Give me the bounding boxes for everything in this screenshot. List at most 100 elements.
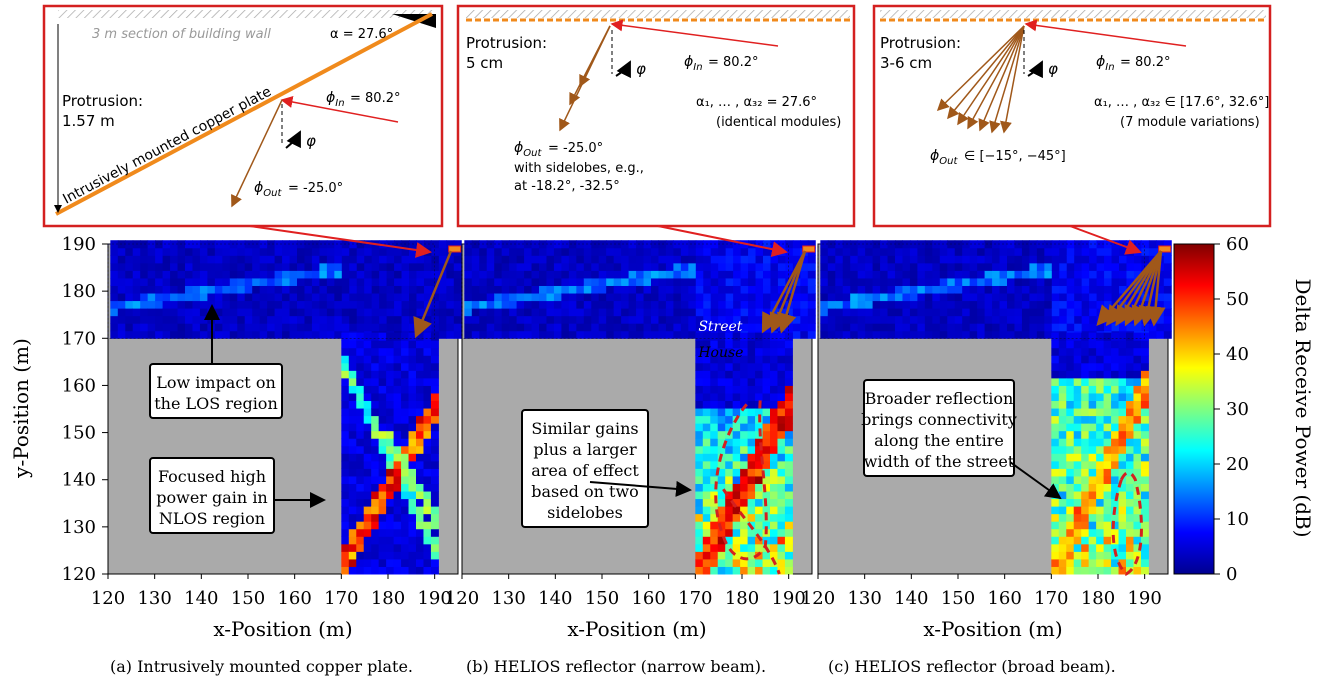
heatmap-cell [192,293,200,301]
heatmap-cell [1051,355,1059,363]
heatmap-cell [394,278,402,286]
heatmap-cell [828,270,836,278]
inset-c-alpha: α₁, … , α₃₂ ∈ [17.6°, 32.6°] [1094,95,1269,110]
heatmap-cell [1089,461,1097,469]
heatmap-cell [1141,506,1149,514]
heatmap-cell [364,385,372,393]
heatmap-cell [524,331,532,339]
heatmap-cell [748,544,756,552]
heatmap-cell [785,551,793,559]
heatmap-cell [356,446,364,454]
heatmap-cell [770,476,778,484]
heatmap-cell [828,248,836,256]
heatmap-cell [910,331,918,339]
heatmap-cell [539,293,547,301]
heatmap-cell [1059,393,1067,401]
heatmap-cell [342,255,350,263]
heatmap-cell [349,401,357,409]
heatmap-cell [230,323,238,331]
heatmap-cell [1051,438,1059,446]
heatmap-cell [163,323,171,331]
heatmap-cell [148,331,156,339]
heatmap-cell [1104,446,1112,454]
heatmap-cell [740,566,748,574]
heatmap-cell [1081,453,1089,461]
heatmap-cell [341,378,349,386]
heatmap-cell [416,551,424,559]
heatmap-cell [327,278,335,286]
heatmap-cell [584,248,592,256]
heatmap-cell [215,255,223,263]
heatmap-cell [118,270,126,278]
heatmap-cell [1126,544,1134,552]
heatmap-cell [718,270,726,278]
heatmap-cell [800,323,808,331]
heatmap-cell [711,278,719,286]
heatmap-cell [386,529,394,537]
heatmap-cell [947,323,955,331]
heatmap-cell [387,263,395,271]
heatmap-cell [703,544,711,552]
heatmap-cell [576,293,584,301]
heatmap-cell [666,248,674,256]
heatmap-cell [349,408,357,416]
heatmap-cell [748,559,756,567]
heatmap-cell [703,370,711,378]
heatmap-cell [741,285,749,293]
heatmap-cell [334,308,342,316]
heatmap-cell [985,301,993,309]
heatmap-cell [785,323,793,331]
heatmap-cell [1126,385,1134,393]
heatmap-cell [401,483,409,491]
heatmap-cell [364,431,372,439]
heatmap-cell [423,461,431,469]
heatmap-cell [763,278,771,286]
heatmap-cell [409,370,417,378]
heatmap-cell [756,263,764,271]
heatmap-cell [932,308,940,316]
heatmap-cell [1141,499,1149,507]
heatmap-cell [402,255,410,263]
heatmap-cell [1164,316,1172,324]
heatmap-cell [718,385,726,393]
heatmap-cell [1066,453,1074,461]
heatmap-cell [1037,331,1045,339]
heatmap-cell [386,385,394,393]
annotation-text: Broader reflection [865,389,1014,408]
heatmap-cell [940,301,948,309]
heatmap-cell [703,529,711,537]
heatmap-cell [1059,536,1067,544]
heatmap-cell [1081,544,1089,552]
heatmap-cell [386,506,394,514]
heatmap-cell [409,385,417,393]
heatmap-cell [850,270,858,278]
heatmap-cell [718,431,726,439]
heatmap-cell [1133,370,1141,378]
heatmap-cell [561,278,569,286]
heatmap-cell [895,301,903,309]
heatmap-cell [386,378,394,386]
heatmap-cell [1014,270,1022,278]
heatmap-cell [1141,355,1149,363]
heatmap-cell [1096,476,1104,484]
heatmap-cell [342,278,350,286]
heatmap-cell [386,453,394,461]
heatmap-cell [356,363,364,371]
heatmap-cell [409,323,417,331]
heatmap-cell [185,285,193,293]
heatmap-cell [1000,323,1008,331]
heatmap-cell [1119,401,1127,409]
heatmap-cell [439,331,447,339]
heatmap-cell [163,278,171,286]
heatmap-cell [835,331,843,339]
heatmap-cell [808,308,816,316]
heatmap-cell [386,416,394,424]
heatmap-cell [970,316,978,324]
inset-b-phi-out: = -25.0° [548,141,603,156]
heatmap-cell [349,521,357,529]
heatmap-cell [148,316,156,324]
heatmap-cell [1074,491,1082,499]
heatmap-cell [1104,408,1112,416]
heatmap-cell [1119,370,1127,378]
heatmap-cell [658,301,666,309]
